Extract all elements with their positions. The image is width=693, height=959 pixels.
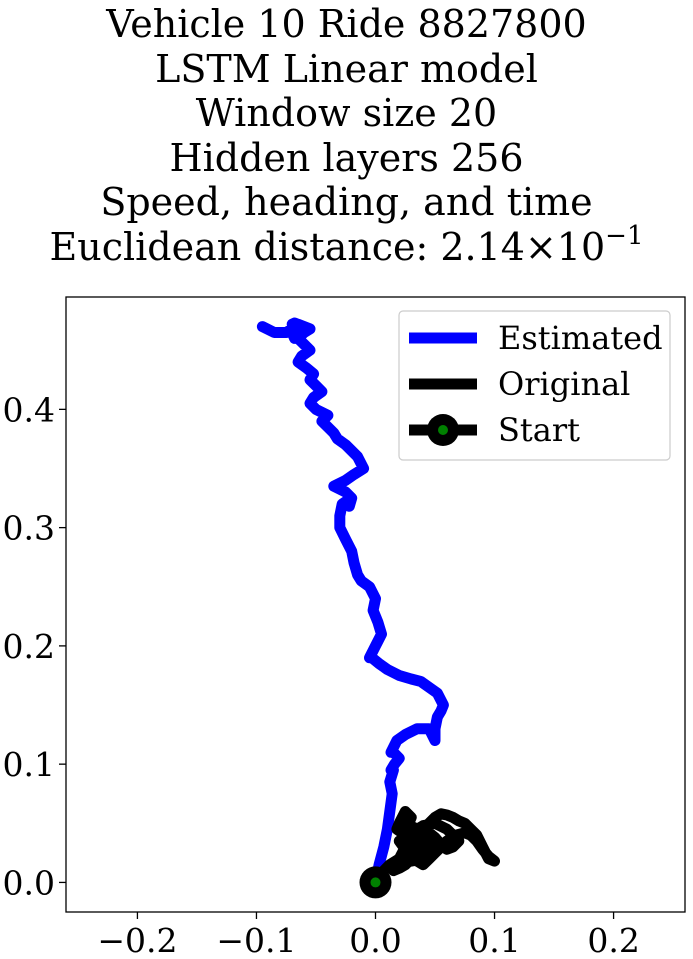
legend-box (398, 310, 671, 461)
title-line-vehicle: Vehicle 10 Ride 8827800 (106, 2, 587, 46)
series-layer (256, 317, 500, 899)
legend-original-label: Original (498, 365, 630, 403)
legend: Estimated Original Start (398, 310, 671, 461)
title-line-distance: Euclidean distance: 2.14×10−1 (0, 221, 693, 275)
title-line-window: Window size 20 (195, 91, 498, 135)
x-tick-label: 0.0 (349, 921, 401, 959)
x-tick-label: −0.1 (216, 921, 296, 959)
title-line-features: Speed, heading, and time (100, 180, 593, 224)
distance-exponent: −1 (605, 220, 644, 251)
title-line-hidden: Hidden layers 256 (169, 135, 524, 180)
x-tick-label: −0.2 (97, 921, 177, 959)
series-estimated-line (256, 317, 449, 888)
y-tick-label: 0.2 (3, 627, 55, 666)
chart-title: Vehicle 10 Ride 8827800 LSTM Linear mode… (0, 0, 693, 274)
series-original-line (370, 806, 500, 888)
y-tick-label: 0.3 (3, 509, 55, 548)
legend-start-label: Start (498, 411, 580, 449)
y-tick-label: 0.1 (3, 745, 55, 784)
distance-text: Euclidean distance: 2.14×10 (49, 224, 606, 269)
legend-estimated-label: Estimated (498, 319, 663, 357)
legend-start-marker-center (438, 425, 448, 435)
y-tick-label: 0.0 (3, 863, 55, 902)
x-tick-label: 0.2 (587, 921, 639, 959)
x-axis: −0.2 −0.1 0.0 0.1 0.2 (97, 912, 640, 959)
y-axis: 0.0 0.1 0.2 0.3 0.4 (3, 390, 66, 902)
start-marker-center (370, 877, 381, 888)
y-tick-label: 0.4 (3, 390, 55, 429)
x-tick-label: 0.1 (468, 921, 520, 959)
title-line-model: LSTM Linear model (155, 46, 538, 91)
